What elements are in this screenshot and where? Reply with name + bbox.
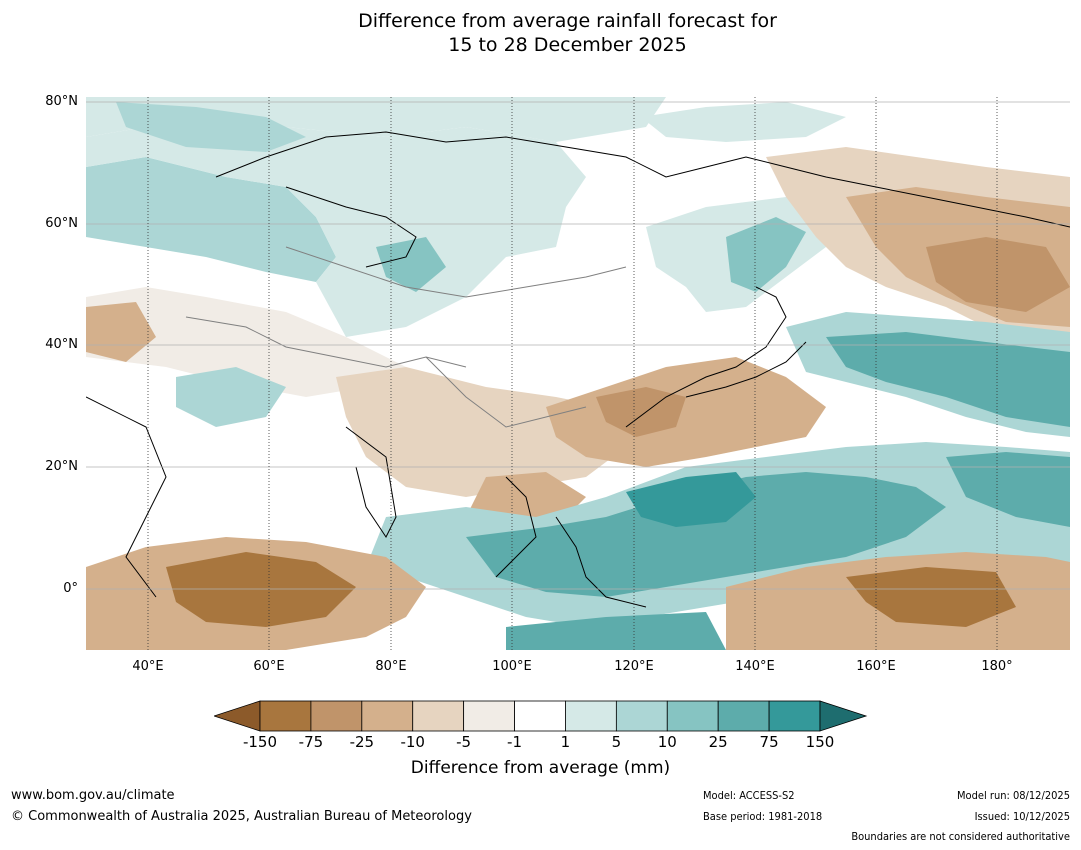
coastline (625, 286, 787, 428)
anomaly-region (726, 217, 806, 292)
anomaly-region (176, 367, 286, 427)
colorbar-tick-label: 150 (805, 733, 835, 751)
colorbar-tick-label: -150 (242, 733, 278, 751)
colorbar-cell (412, 700, 465, 732)
country-border (425, 356, 587, 428)
lon-label-120e: 120°E (614, 659, 654, 674)
colorbar-cell (615, 700, 668, 732)
anomaly-region (376, 237, 446, 292)
lat-label-0: 0° (63, 581, 78, 596)
lon-label-180: 180° (981, 659, 1013, 674)
coastline (285, 186, 417, 268)
country-border (285, 246, 627, 298)
model-text: Model: ACCESS-S2 (703, 789, 795, 802)
map-title-line2: 15 to 28 December 2025 (448, 34, 687, 56)
lat-label-20n: 20°N (45, 459, 78, 474)
lat-label-40n: 40°N (45, 337, 78, 352)
anomaly-region (641, 102, 846, 142)
lon-label-60e: 60°E (253, 659, 285, 674)
anomaly-region (596, 387, 686, 437)
colorbar-tick-label: -75 (298, 733, 324, 751)
disclaimer-text: Boundaries are not considered authoritat… (851, 830, 1070, 843)
colorbar-tick-label: -5 (456, 733, 472, 751)
colorbar-tick-label: 1 (560, 733, 571, 751)
anomaly-region (826, 332, 1070, 427)
anomaly-region (336, 367, 626, 497)
colorbar-cell (259, 700, 312, 732)
lon-label-100e: 100°E (492, 659, 532, 674)
colorbar-cell (565, 700, 617, 732)
coastline (555, 516, 647, 608)
anomaly-region (946, 452, 1070, 527)
coastline (495, 476, 537, 578)
colorbar-cell (717, 700, 770, 732)
anomaly-region (466, 472, 946, 597)
lat-label-60n: 60°N (45, 216, 78, 231)
colorbar-cell (463, 700, 515, 732)
colorbar (214, 700, 868, 732)
colorbar-tick-label: 5 (611, 733, 622, 751)
anomaly-region (116, 102, 306, 152)
colorbar-cell (666, 700, 719, 732)
anomaly-region (166, 552, 356, 627)
colorbar-label: Difference from average (mm) (410, 758, 671, 778)
anomaly-region (626, 472, 756, 527)
website-text: www.bom.gov.au/climate (11, 788, 175, 803)
colorbar-cell (514, 700, 566, 732)
copyright-text: © Commonwealth of Australia 2025, Austra… (11, 809, 472, 824)
lon-label-80e: 80°E (375, 659, 407, 674)
issued-text: Issued: 10/12/2025 (974, 810, 1070, 823)
anomaly-region (506, 612, 726, 650)
rainfall-anomaly-map (86, 97, 1070, 650)
colorbar-tick-label: 75 (759, 733, 779, 751)
colorbar-extend-max (819, 700, 868, 732)
lon-label-160e: 160°E (856, 659, 896, 674)
model-run-text: Model run: 08/12/2025 (957, 789, 1070, 802)
map-title-line1: Difference from average rainfall forecas… (358, 10, 777, 32)
anomaly-region (546, 357, 826, 467)
colorbar-tick-label: -25 (349, 733, 375, 751)
anomaly-region (86, 302, 156, 362)
lat-label-80n: 80°N (45, 94, 78, 109)
colorbar-tick-label: -1 (507, 733, 523, 751)
lon-label-40e: 40°E (132, 659, 164, 674)
colorbar-cell (768, 700, 821, 732)
colorbar-tick-label: -10 (400, 733, 425, 751)
anomaly-region (846, 567, 1016, 627)
colorbar-tick-label: 10 (657, 733, 677, 751)
colorbar-cell (361, 700, 414, 732)
colorbar-cell (310, 700, 363, 732)
lon-label-140e: 140°E (735, 659, 775, 674)
coastline (86, 396, 167, 598)
colorbar-extend-min (214, 700, 261, 732)
coastline (685, 341, 807, 398)
coastline (215, 131, 1070, 228)
anomaly-region (86, 127, 586, 337)
anomaly-region (926, 237, 1070, 312)
colorbar-tick-label: 25 (708, 733, 728, 751)
base-period-text: Base period: 1981-2018 (703, 810, 823, 823)
anomaly-region (86, 287, 406, 397)
anomaly-region (86, 157, 336, 282)
